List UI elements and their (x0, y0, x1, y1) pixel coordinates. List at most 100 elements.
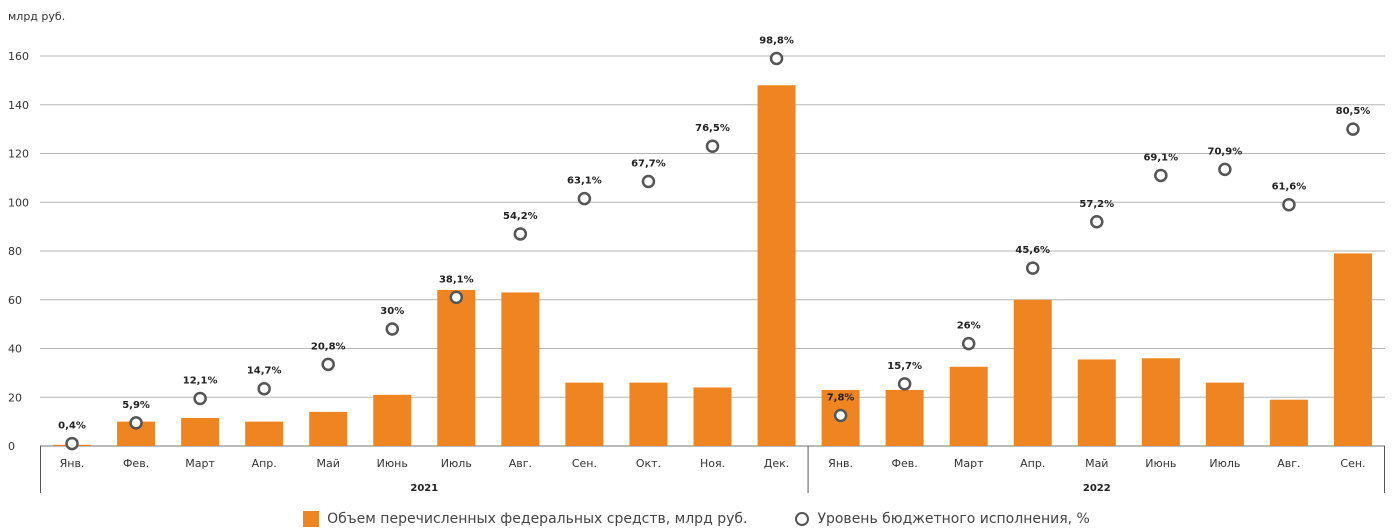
percentage-marker (1090, 215, 1104, 229)
bar (1205, 382, 1244, 446)
x-tick-label: Ноя. (700, 457, 725, 470)
y-tick-label: 0 (8, 440, 15, 453)
x-tick-label: Март (185, 457, 215, 470)
percentage-marker (641, 174, 656, 189)
legend-bar-swatch (303, 511, 320, 527)
percentage-marker (321, 357, 335, 372)
percentage-marker (769, 51, 784, 66)
legend-bar-label: Объем перечисленных федеральных средств,… (327, 511, 748, 527)
x-tick-label: Май (317, 457, 340, 470)
percentage-marker (449, 290, 464, 305)
percentage-label: 38,1% (439, 274, 474, 285)
percentage-marker (833, 408, 848, 423)
percentage-label: 98,8% (759, 35, 794, 46)
percentage-label: 70,9% (1208, 146, 1243, 157)
percentage-markers (65, 51, 1360, 451)
y-tick-label: 120 (8, 148, 29, 161)
percentage-marker (1282, 197, 1296, 212)
percentage-label: 69,1% (1143, 152, 1178, 163)
percentage-marker (961, 336, 976, 351)
bar (885, 389, 924, 446)
bars (53, 85, 1372, 446)
percentage-label: 14,7% (247, 366, 282, 377)
x-tick-label: Июль (441, 457, 472, 470)
percentage-marker (129, 416, 143, 430)
bar (373, 394, 412, 446)
y-tick-label: 80 (8, 245, 22, 258)
percentage-label: 61,6% (1272, 182, 1307, 193)
bar (181, 417, 220, 446)
x-tick-label: Март (954, 457, 984, 470)
x-tick-label: Фев. (123, 457, 149, 470)
x-tick-label: Май (1085, 457, 1108, 470)
bar (1077, 359, 1116, 446)
percentage-label: 20,8% (311, 341, 346, 352)
y-tick-label: 20 (8, 391, 22, 404)
x-tick-label: Авг. (1277, 457, 1300, 470)
percentage-label: 54,2% (503, 211, 538, 222)
percentage-label: 15,7% (887, 361, 922, 372)
percentage-marker (513, 227, 528, 241)
bar (565, 382, 604, 446)
percentage-label: 67,7% (631, 159, 666, 170)
x-tick-label: Дек. (764, 457, 790, 470)
bar (757, 85, 796, 446)
percentage-marker (65, 436, 79, 451)
percentage-label: 0,4% (58, 421, 86, 432)
y-tick-label: 40 (8, 343, 22, 356)
percentage-label: 57,2% (1079, 199, 1114, 210)
percentage-marker (1154, 168, 1168, 183)
bar (501, 292, 540, 446)
percentage-marker (897, 377, 912, 391)
percentage-label: 76,5% (695, 123, 730, 134)
legend-item-bars: Объем перечисленных федеральных средств,… (303, 511, 747, 527)
y-tick-label: 100 (8, 196, 29, 209)
legend-marker-label: Уровень бюджетного исполнения, % (817, 511, 1090, 527)
percentage-marker (385, 322, 400, 336)
bar (1269, 399, 1308, 446)
x-axis: Янв. Фев. Март Апр. Май Июнь Июль Авг. Сен. Окт. Н… (40, 446, 1385, 494)
bar (1333, 253, 1372, 446)
bar (1141, 358, 1180, 446)
percentage-marker (1218, 162, 1232, 177)
legend-marker-swatch (795, 512, 810, 526)
y-tick-label: 140 (8, 99, 29, 112)
percentage-marker (1025, 261, 1040, 275)
bar (949, 366, 988, 446)
gridlines: 0 20 40 60 80 100 120 140 160 (8, 50, 1385, 453)
bar (309, 411, 348, 446)
group-label: 2022 (1083, 483, 1111, 494)
percentage-label: 5,9% (122, 400, 150, 411)
bar (245, 421, 284, 446)
x-tick-label: Авг. (509, 457, 532, 470)
legend: Объем перечисленных федеральных средств,… (0, 511, 1393, 527)
percentage-marker (257, 381, 271, 396)
y-axis-unit-label: млрд руб. (8, 10, 65, 23)
chart: 0 20 40 60 80 100 120 140 160 Янв. Фев. Март Апр. Ма… (8, 10, 1385, 494)
percentage-label: 63,1% (567, 176, 602, 187)
group-label: 2021 (410, 483, 438, 494)
x-tick-label: Апр. (1020, 457, 1045, 470)
data-labels: 0,4% 5,9% 12,1% 14,7% 20,8% 30% 38,1% 54,2% 63,1… (58, 35, 1370, 431)
percentage-label: 26% (957, 321, 981, 332)
x-tick-label: Сен. (572, 457, 597, 470)
x-tick-label: Июнь (377, 457, 408, 470)
y-tick-label: 60 (8, 294, 22, 307)
x-tick-label: Янв. (828, 457, 853, 470)
x-tick-label: Июнь (1145, 457, 1176, 470)
x-tick-label: Июль (1209, 457, 1240, 470)
x-tick-label: Сен. (1340, 457, 1365, 470)
percentage-label: 80,5% (1336, 106, 1371, 117)
percentage-marker (1346, 122, 1360, 136)
percentage-label: 7,8% (827, 393, 855, 404)
x-tick-label: Окт. (636, 457, 661, 470)
x-tick-label: Апр. (252, 457, 277, 470)
percentage-label: 30% (380, 306, 404, 317)
y-tick-label: 160 (8, 50, 29, 63)
percentage-label: 12,1% (183, 375, 218, 386)
bar (693, 387, 732, 446)
percentage-marker (193, 391, 207, 406)
bar (437, 290, 476, 446)
x-tick-label: Фев. (892, 457, 918, 470)
legend-item-markers: Уровень бюджетного исполнения, % (795, 511, 1090, 527)
